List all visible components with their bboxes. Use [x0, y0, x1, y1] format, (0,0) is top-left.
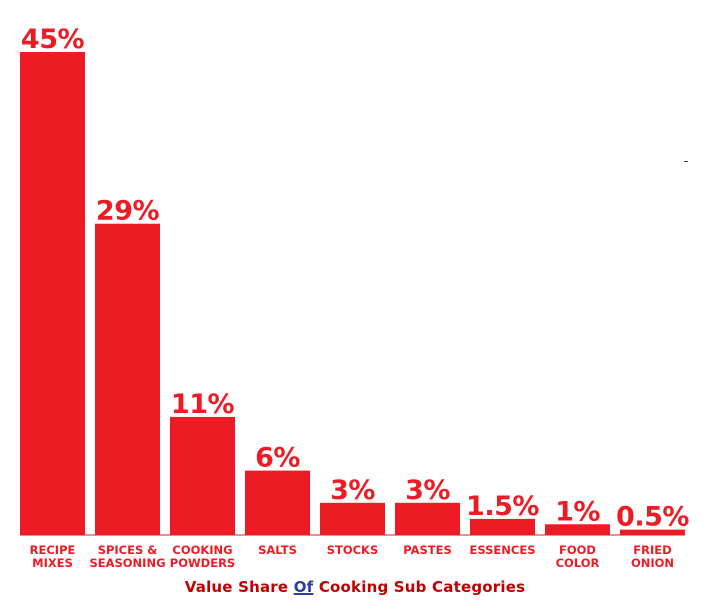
category-label-3-line-2: POWDERS [170, 556, 235, 570]
category-label-1-line-1: RECIPE [30, 543, 76, 557]
category-label-9-line-2: ONION [631, 556, 674, 570]
value-label-9: 0.5% [616, 502, 689, 533]
value-label-6: 3% [405, 475, 450, 506]
category-label-4-line-1: SALTS [258, 543, 297, 557]
value-labels-group: 45% 29% 11% 6% 3% 3% 1.5% 1% 0.5% [21, 24, 690, 533]
bar-5 [320, 502, 385, 535]
bars-group [20, 52, 685, 536]
value-label-8: 1% [555, 496, 600, 527]
category-label-1-line-2: MIXES [32, 556, 73, 570]
bar-7 [470, 518, 535, 535]
caption-part-3: Cooking Sub Categories [313, 578, 526, 596]
category-label-9-line-1: FRIED [633, 543, 671, 557]
bar-4 [245, 470, 310, 535]
value-label-7: 1.5% [466, 491, 539, 522]
category-label-6-line-1: PASTES [403, 543, 452, 557]
value-label-1: 45% [21, 24, 85, 55]
bar-9 [620, 529, 685, 535]
bar-2 [95, 223, 160, 535]
bar-3 [170, 416, 235, 535]
value-label-5: 3% [330, 475, 375, 506]
caption-part-1: Value Share [184, 578, 294, 596]
bar-8 [545, 524, 610, 535]
value-label-2: 29% [96, 196, 160, 227]
bar-6 [395, 502, 460, 535]
category-label-2-line-2: SEASONING [89, 556, 165, 570]
category-label-7-line-1: ESSENCES [470, 543, 536, 557]
chart-caption: Value Share Of Cooking Sub Categories [0, 578, 710, 596]
bar-1 [20, 52, 85, 535]
category-label-3-line-1: COOKING [172, 543, 232, 557]
category-label-2-line-1: SPICES & [98, 543, 158, 557]
category-label-8-line-2: COLOR [556, 556, 600, 570]
caption-part-of: Of [293, 578, 314, 596]
category-label-8-line-1: FOOD [559, 543, 596, 557]
category-label-5-line-1: STOCKS [327, 543, 379, 557]
value-label-4: 6% [255, 443, 300, 474]
stray-mark [684, 161, 688, 162]
value-label-3: 11% [171, 389, 235, 420]
